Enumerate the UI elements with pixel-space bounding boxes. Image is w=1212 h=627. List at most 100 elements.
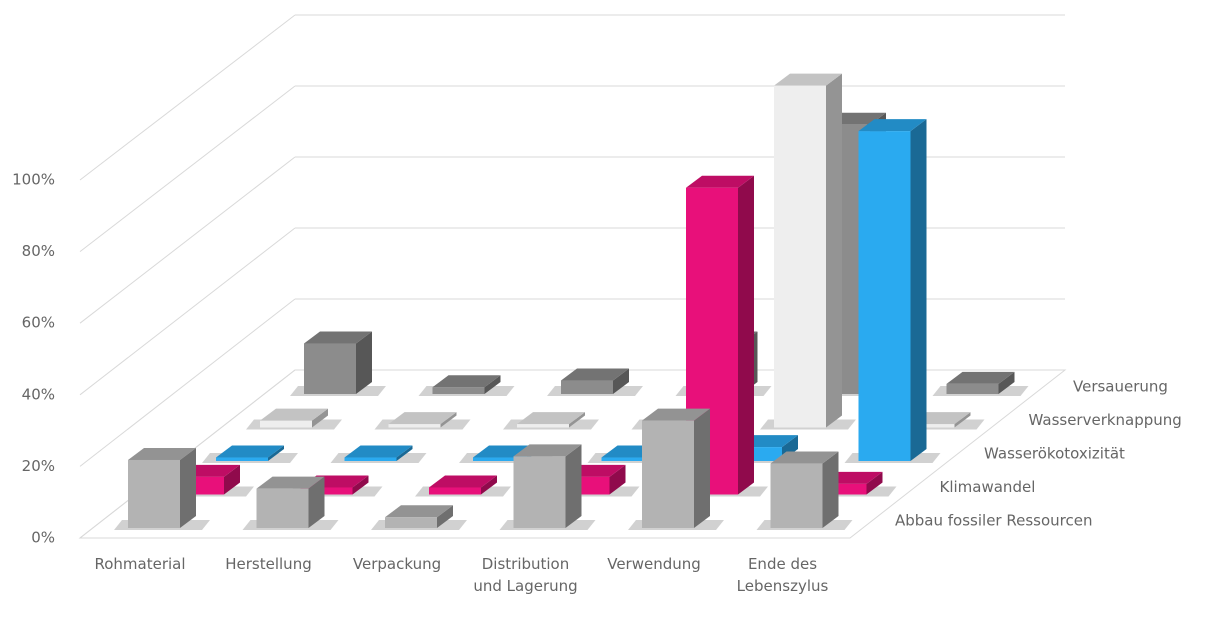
bar	[415, 475, 511, 497]
legend-label: Abbau fossiler Ressourcen	[895, 512, 1092, 530]
bar-top	[686, 175, 754, 188]
bar-side	[352, 475, 369, 495]
legend-label: Wasserverknappung	[1029, 411, 1182, 429]
bar	[932, 371, 1029, 396]
bar-top	[344, 445, 413, 458]
bar-side	[822, 451, 839, 528]
bar-side	[437, 505, 453, 528]
bar-front	[946, 383, 999, 394]
grid-line	[79, 156, 296, 324]
bar-side	[180, 447, 196, 528]
bar	[242, 476, 339, 530]
bar	[543, 464, 640, 497]
x-tick-label: Verwendung	[607, 555, 701, 573]
bar-front	[902, 424, 955, 428]
bar-side	[866, 471, 883, 495]
bar-side	[484, 375, 501, 394]
bar-top	[774, 73, 842, 86]
bar-top	[128, 447, 196, 460]
bar	[844, 119, 941, 463]
bar	[547, 368, 643, 396]
bar-side	[738, 175, 754, 495]
bar-front	[344, 457, 397, 461]
grid-line	[79, 298, 296, 467]
bar-top	[216, 445, 284, 458]
bar-top	[256, 476, 325, 489]
bar-top	[260, 408, 328, 421]
y-tick-label: 0%	[31, 529, 55, 547]
grid-line	[79, 14, 296, 181]
bar	[374, 412, 471, 430]
bar-front	[128, 459, 180, 528]
bar-front	[260, 420, 312, 428]
bar-side	[356, 331, 372, 394]
bar-top	[946, 371, 1015, 384]
bar-side	[826, 73, 842, 428]
bar-top	[432, 375, 501, 388]
bar-front	[432, 387, 485, 394]
bar-side	[481, 475, 497, 495]
bar-side	[565, 444, 582, 528]
bar-front	[256, 488, 309, 528]
y-tick-label: 40%	[22, 385, 55, 403]
bar-side	[910, 119, 927, 461]
y-tick-label: 20%	[22, 457, 55, 475]
bar-front	[774, 85, 826, 428]
bar	[290, 331, 386, 396]
bar-side	[308, 476, 325, 528]
bar-front	[388, 424, 441, 428]
bar-front	[300, 487, 353, 495]
bar-top	[513, 444, 582, 457]
x-tick-label: Ende des Lebenszylus	[736, 555, 829, 595]
bar	[760, 73, 856, 430]
bar	[418, 375, 515, 396]
bar-front	[216, 457, 268, 461]
bar-top	[642, 408, 710, 421]
bar-front	[304, 343, 356, 394]
bar	[330, 445, 427, 463]
bar	[628, 408, 724, 530]
bar-top	[304, 331, 372, 344]
bar-top	[770, 451, 839, 464]
bar-side	[396, 445, 413, 461]
bar-side	[312, 408, 328, 428]
bar-side	[998, 371, 1015, 394]
grid-line	[79, 227, 296, 396]
bar	[756, 451, 853, 530]
bar	[114, 447, 210, 530]
bar-front	[642, 420, 694, 528]
bar-side	[569, 412, 585, 428]
x-tick-label: Verpackung	[352, 555, 442, 573]
bar-top	[388, 412, 457, 425]
bar-front	[601, 457, 654, 461]
y-tick-label: 100%	[12, 171, 55, 189]
bar-top	[858, 119, 927, 132]
bar-side	[694, 408, 710, 528]
x-tick-label: Herstellung	[225, 555, 312, 573]
legend-label: Versauerung	[1073, 378, 1168, 396]
bar-side	[613, 368, 629, 394]
bar-front	[814, 483, 867, 495]
bar-side	[268, 445, 284, 461]
bar	[246, 408, 342, 430]
bar-top	[517, 412, 585, 425]
bar-front	[429, 487, 481, 495]
bar	[202, 445, 298, 463]
grid-line	[79, 85, 296, 252]
y-tick-label: 60%	[22, 314, 55, 332]
bar-front	[858, 131, 911, 461]
bar-side	[224, 464, 240, 495]
y-tick-label: 80%	[22, 242, 55, 260]
x-tick-label: Rohmaterial	[94, 555, 186, 573]
bar-front	[561, 380, 613, 394]
bar	[499, 444, 596, 530]
legend-label: Wasserökotoxizität	[984, 445, 1125, 463]
bar-top	[429, 475, 497, 488]
x-tick-label: Distribution und Lagerung	[473, 555, 578, 595]
bar-front	[473, 457, 525, 461]
bar-front	[385, 517, 437, 528]
bar-top	[385, 505, 453, 518]
bar	[503, 412, 599, 430]
bar-front	[770, 463, 823, 528]
